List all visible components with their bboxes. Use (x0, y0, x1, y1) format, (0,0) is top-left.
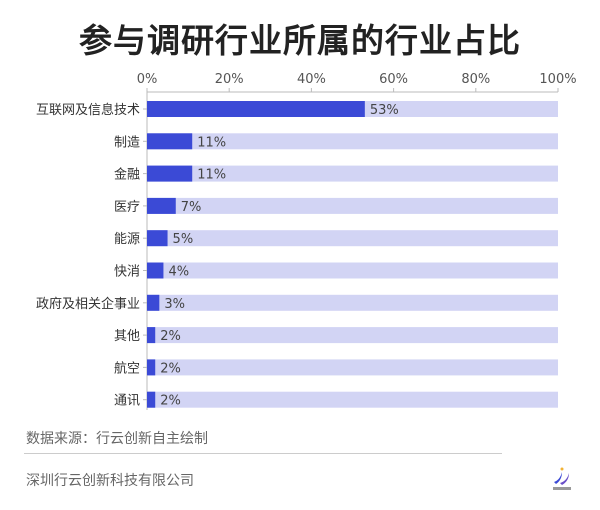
category-label: 互联网及信息技术 (36, 102, 140, 118)
background-bar (147, 294, 558, 311)
x-tick-label: 20% (215, 72, 244, 87)
data-label: 11% (197, 168, 226, 183)
data-label: 5% (173, 232, 194, 247)
data-label: 2% (160, 394, 181, 409)
background-bar (147, 165, 558, 182)
data-label: 4% (168, 265, 189, 280)
bar (147, 294, 160, 311)
chart-title: 参与调研行业所属的行业占比 (79, 21, 521, 60)
bar (147, 262, 164, 279)
category-label: 金融 (114, 167, 140, 183)
background-bar (147, 262, 558, 279)
category-label: 其他 (114, 329, 140, 344)
data-label: 2% (160, 361, 181, 376)
x-tick-label: 0% (137, 72, 158, 87)
background-bar (147, 133, 558, 150)
bar (147, 359, 156, 376)
bar (147, 327, 156, 344)
category-label: 能源 (114, 232, 140, 247)
category-label: 航空 (114, 360, 140, 376)
background-bar (147, 391, 558, 408)
bar (147, 133, 193, 150)
company-name: 深圳行云创新科技有限公司 (26, 473, 194, 489)
bar (147, 391, 156, 408)
x-tick-label: 40% (297, 72, 326, 87)
background-bar (147, 359, 558, 376)
x-tick-label: 80% (461, 72, 490, 87)
background-bar (147, 197, 558, 214)
category-label: 快消 (114, 265, 140, 280)
bar (147, 101, 365, 117)
data-label: 3% (164, 297, 185, 312)
data-label: 11% (197, 135, 226, 150)
category-label: 政府及相关企事业 (36, 296, 140, 312)
data-label: 2% (160, 329, 181, 344)
category-label: 医疗 (114, 200, 140, 215)
company-logo (553, 467, 571, 490)
data-label: 53% (370, 103, 399, 118)
bar (147, 230, 168, 247)
data-label: 7% (181, 200, 202, 215)
x-tick-label: 100% (539, 72, 576, 87)
data-source-note: 数据来源：行云创新自主绘制 (26, 431, 208, 447)
background-bar (147, 327, 558, 344)
category-label: 制造 (114, 135, 140, 150)
divider (24, 453, 502, 454)
x-tick-label: 60% (379, 72, 408, 87)
category-label: 通讯 (114, 394, 140, 409)
bar (147, 165, 193, 182)
bar (147, 197, 176, 214)
background-bar (147, 230, 558, 247)
